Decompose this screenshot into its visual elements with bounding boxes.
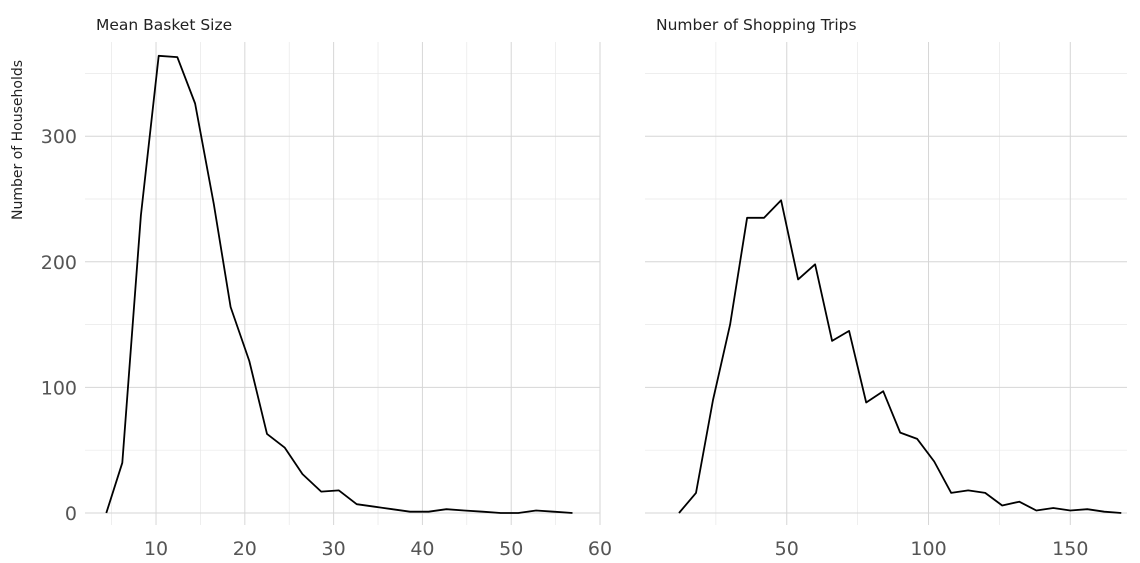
x-tick-label: 40 — [410, 538, 434, 560]
data-point — [320, 491, 322, 493]
data-point — [571, 512, 573, 514]
data-point — [797, 278, 799, 280]
data-point — [194, 103, 196, 105]
data-point — [391, 508, 393, 510]
data-point — [248, 360, 250, 362]
data-point — [763, 217, 765, 219]
data-point — [729, 324, 731, 326]
data-point — [284, 447, 286, 449]
x-tick-label: 150 — [1052, 538, 1088, 560]
y-tick-label: 200 — [41, 252, 77, 274]
data-point — [500, 512, 502, 514]
data-point — [1018, 501, 1020, 503]
data-point — [899, 432, 901, 434]
data-point — [373, 506, 375, 508]
data-point — [780, 199, 782, 201]
data-point — [356, 503, 358, 505]
series-line — [105, 54, 573, 514]
panel-mean-basket-size: 10 20 30 40 50 60 0 100 200 300 Mean Basket Size — [41, 16, 612, 560]
x-tick-label: 20 — [233, 538, 257, 560]
data-point — [338, 489, 340, 491]
data-point — [1086, 508, 1088, 510]
data-point — [463, 509, 465, 511]
y-tick-label: 300 — [41, 126, 77, 148]
x-tick-label: 100 — [910, 538, 946, 560]
data-point — [984, 492, 986, 494]
data-point — [517, 512, 519, 514]
data-point — [1001, 504, 1003, 506]
data-point — [482, 511, 484, 513]
data-point — [933, 461, 935, 463]
y-axis-title: Number of Households — [10, 60, 26, 220]
data-point — [831, 340, 833, 342]
data-point — [428, 511, 430, 513]
data-point — [1120, 512, 1122, 514]
x-tick-label: 10 — [144, 538, 168, 560]
data-point — [535, 509, 537, 511]
data-point — [712, 399, 714, 401]
data-point — [967, 489, 969, 491]
data-point — [1052, 507, 1054, 509]
series-line — [678, 199, 1122, 514]
panel-title: Mean Basket Size — [96, 16, 232, 34]
data-point — [950, 492, 952, 494]
data-point — [230, 306, 232, 308]
data-point — [1069, 509, 1071, 511]
x-tick-label: 30 — [322, 538, 346, 560]
data-point — [140, 214, 142, 216]
data-point — [121, 462, 123, 464]
data-point — [882, 390, 884, 392]
data-point — [1103, 511, 1105, 513]
data-point — [213, 203, 215, 205]
data-point — [105, 512, 107, 514]
data-point — [158, 55, 160, 57]
data-point — [266, 433, 268, 435]
y-tick-label: 0 — [65, 503, 77, 525]
data-point — [678, 512, 680, 514]
data-point — [865, 401, 867, 403]
data-point — [695, 492, 697, 494]
data-point — [445, 508, 447, 510]
data-point — [176, 56, 178, 58]
x-tick-label: 50 — [775, 538, 799, 560]
data-point — [848, 330, 850, 332]
data-point — [1035, 509, 1037, 511]
data-point — [409, 511, 411, 513]
panel-shopping-trips: 50 100 150 Number of Shopping Trips — [645, 16, 1127, 560]
data-point — [746, 217, 748, 219]
data-point — [916, 438, 918, 440]
panel-title: Number of Shopping Trips — [656, 16, 857, 34]
data-point — [302, 473, 304, 475]
x-tick-label: 50 — [499, 538, 523, 560]
data-point — [814, 263, 816, 265]
x-tick-label: 60 — [588, 538, 612, 560]
data-point — [553, 511, 555, 513]
y-tick-label: 100 — [41, 377, 77, 399]
